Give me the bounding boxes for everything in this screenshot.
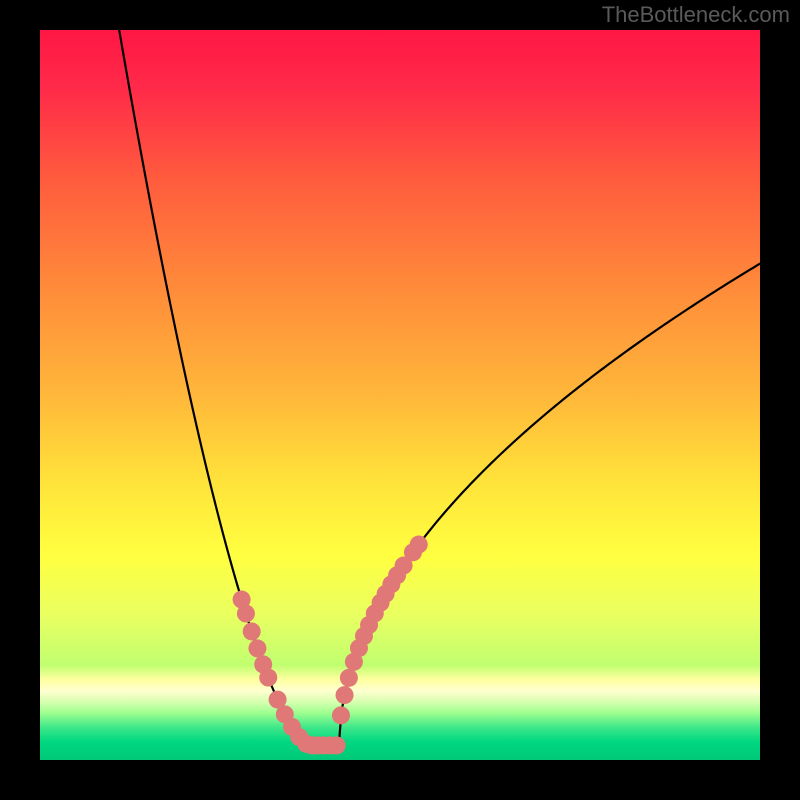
data-marker [248, 639, 266, 657]
chart-frame: TheBottleneck.com [0, 0, 800, 800]
data-marker [243, 622, 261, 640]
chart-svg [40, 30, 760, 760]
watermark-text: TheBottleneck.com [602, 2, 790, 28]
data-marker [259, 669, 277, 687]
plot-area [40, 30, 760, 760]
data-marker [332, 706, 350, 724]
data-marker [237, 605, 255, 623]
gradient-background [40, 30, 760, 760]
data-marker [410, 536, 428, 554]
data-marker [328, 736, 346, 754]
data-marker [336, 686, 354, 704]
data-marker [340, 669, 358, 687]
